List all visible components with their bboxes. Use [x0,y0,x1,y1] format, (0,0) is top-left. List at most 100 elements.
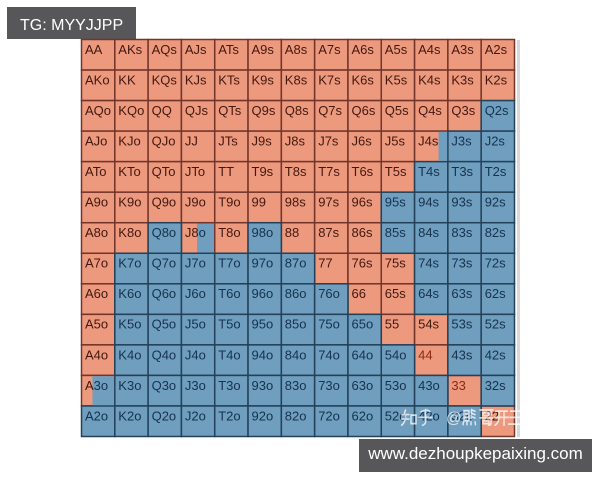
svg-text:KJs: KJs [185,72,207,87]
svg-text:T3o: T3o [218,378,240,393]
svg-text:K2s: K2s [485,72,508,87]
svg-text:62s: 62s [485,286,506,301]
svg-text:87s: 87s [318,225,339,240]
svg-text:ATo: ATo [85,164,106,179]
svg-text:42s: 42s [485,347,506,362]
svg-text:ATs: ATs [218,42,239,57]
svg-text:63s: 63s [451,286,472,301]
svg-text:T7o: T7o [218,256,240,271]
svg-text:32o: 32o [451,408,473,423]
svg-text:A5s: A5s [385,42,408,57]
svg-text:42o: 42o [418,408,440,423]
svg-text:86o: 86o [285,286,307,301]
svg-text:53s: 53s [451,317,472,332]
svg-text:Q3o: Q3o [152,378,177,393]
svg-text:J9s: J9s [252,134,273,149]
svg-text:32s: 32s [485,378,506,393]
svg-text:86s: 86s [352,225,373,240]
svg-text:93s: 93s [451,195,472,210]
svg-text:QJo: QJo [152,134,176,149]
svg-text:J9o: J9o [185,195,206,210]
svg-text:KK: KK [118,72,136,87]
svg-text:64s: 64s [418,286,439,301]
svg-text:75o: 75o [318,317,340,332]
svg-text:J3s: J3s [451,134,472,149]
svg-text:QTo: QTo [152,164,176,179]
svg-text:65o: 65o [352,317,374,332]
svg-text:74o: 74o [318,347,340,362]
svg-text:A3s: A3s [451,42,474,57]
svg-text:65s: 65s [385,286,406,301]
svg-text:K5o: K5o [118,317,141,332]
svg-text:J8s: J8s [285,134,306,149]
svg-text:T5s: T5s [385,164,407,179]
svg-text:Q8o: Q8o [152,225,177,240]
svg-text:T6o: T6o [218,286,240,301]
svg-text:KQo: KQo [118,103,144,118]
svg-text:T4o: T4o [218,347,240,362]
svg-text:94s: 94s [418,195,439,210]
svg-text:AJo: AJo [85,134,107,149]
svg-text:93o: 93o [252,378,274,393]
svg-text:J6o: J6o [185,286,206,301]
svg-text:T8o: T8o [218,225,240,240]
svg-text:K5s: K5s [385,72,408,87]
svg-text:JTo: JTo [185,164,205,179]
svg-text:43o: 43o [418,378,440,393]
svg-text:85s: 85s [385,225,406,240]
svg-text:83s: 83s [451,225,472,240]
svg-text:73o: 73o [318,378,340,393]
svg-text:54s: 54s [418,317,439,332]
svg-text:K7o: K7o [118,256,141,271]
svg-text:76o: 76o [318,286,340,301]
svg-text:Q6s: Q6s [352,103,376,118]
svg-text:Q3s: Q3s [451,103,475,118]
svg-text:T2o: T2o [218,408,240,423]
svg-text:73s: 73s [451,256,472,271]
svg-text:76s: 76s [352,256,373,271]
svg-text:JJ: JJ [185,134,198,149]
svg-text:AQs: AQs [152,42,178,57]
svg-text:T7s: T7s [318,164,340,179]
svg-text:T9o: T9o [218,195,240,210]
svg-text:84s: 84s [418,225,439,240]
svg-text:J4o: J4o [185,347,206,362]
svg-text:A2s: A2s [485,42,508,57]
svg-text:Q8s: Q8s [285,103,309,118]
svg-text:K4s: K4s [418,72,441,87]
svg-text:K7s: K7s [318,72,341,87]
svg-text:AJs: AJs [185,42,207,57]
svg-text:K8o: K8o [118,225,141,240]
svg-text:J5o: J5o [185,317,206,332]
svg-text:J6s: J6s [352,134,373,149]
svg-text:75s: 75s [385,256,406,271]
svg-text:66: 66 [352,286,366,301]
svg-text:A5o: A5o [85,317,108,332]
svg-text:62o: 62o [352,408,374,423]
svg-text:T3s: T3s [451,164,473,179]
svg-text:82s: 82s [485,225,506,240]
svg-text:T8s: T8s [285,164,307,179]
svg-text:A8s: A8s [285,42,308,57]
svg-text:A7o: A7o [85,256,108,271]
svg-text:52o: 52o [385,408,407,423]
svg-text:AKs: AKs [118,42,142,57]
svg-text:52s: 52s [485,317,506,332]
svg-text:T9s: T9s [252,164,274,179]
svg-text:A4s: A4s [418,42,441,57]
svg-text:QJs: QJs [185,103,209,118]
svg-text:KQs: KQs [152,72,178,87]
svg-text:Q4o: Q4o [152,347,177,362]
svg-text:J4s: J4s [418,134,439,149]
svg-text:T4s: T4s [418,164,440,179]
svg-text:A3o: A3o [85,378,108,393]
svg-text:77: 77 [318,256,332,271]
svg-text:96s: 96s [352,195,373,210]
svg-text:J7o: J7o [185,256,206,271]
svg-text:J5s: J5s [385,134,406,149]
svg-text:A8o: A8o [85,225,108,240]
svg-text:96o: 96o [252,286,274,301]
svg-text:98o: 98o [252,225,274,240]
svg-text:J2o: J2o [185,408,206,423]
svg-text:55: 55 [385,317,399,332]
